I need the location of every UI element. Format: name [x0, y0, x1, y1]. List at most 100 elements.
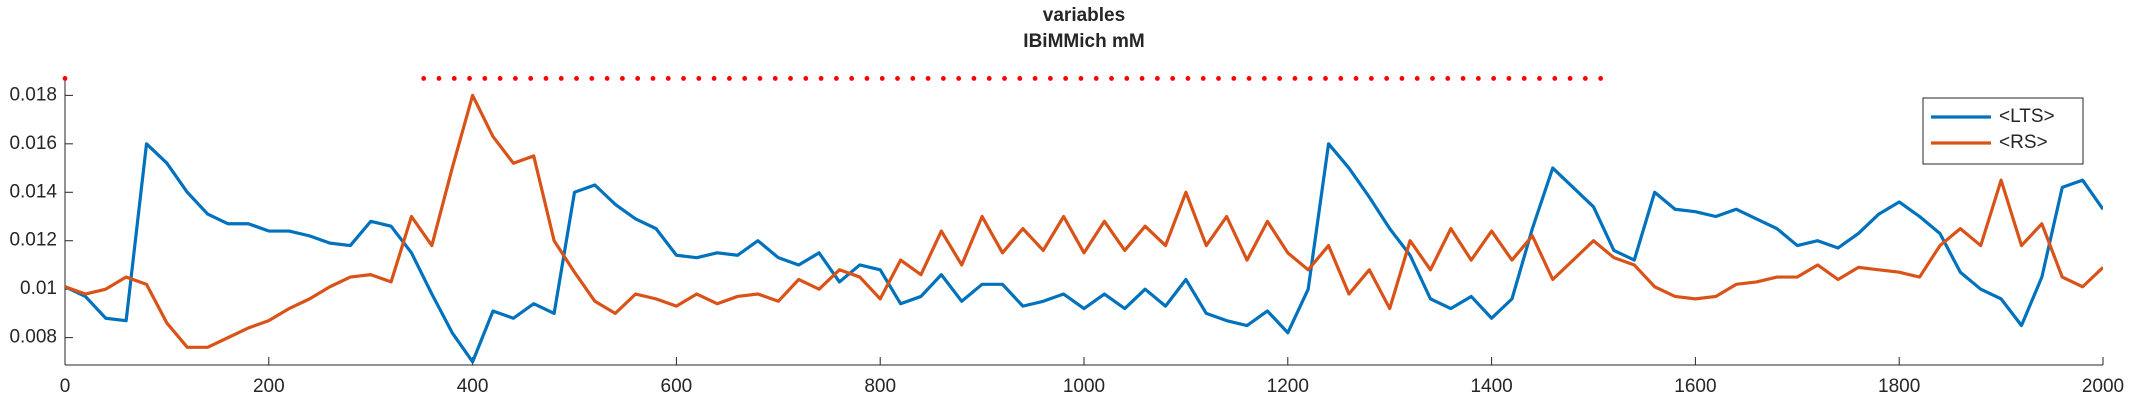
x-tick-label: 1000 [1063, 376, 1105, 397]
marker-dot [1124, 76, 1130, 81]
marker-dot [512, 76, 518, 81]
y-tick-label: 0.008 [9, 327, 57, 348]
x-tick-label: 2000 [2082, 376, 2124, 397]
marker-dot [1460, 76, 1466, 81]
marker-dot [1109, 76, 1114, 81]
marker-dot [1353, 76, 1359, 81]
marker-dot [62, 76, 68, 81]
marker-dot [1078, 76, 1084, 81]
marker-dot [971, 76, 977, 81]
marker-dot [956, 76, 962, 81]
marker-dot [1139, 76, 1145, 81]
marker-dot [589, 76, 595, 81]
marker-dot [497, 76, 503, 81]
marker-dot [1047, 76, 1053, 81]
marker-dot [681, 76, 686, 81]
marker-dot [1368, 76, 1374, 81]
marker-dot [726, 76, 732, 81]
y-tick-label: 0.01 [20, 278, 57, 299]
marker-dot [940, 76, 946, 81]
marker-dot [910, 76, 916, 81]
marker-dot [482, 76, 488, 81]
marker-dot [1430, 76, 1435, 81]
marker-dot [1582, 76, 1588, 81]
marker-dot [1002, 76, 1007, 81]
marker-dot [1063, 76, 1069, 81]
marker-dot [772, 76, 778, 81]
marker-dot [849, 76, 855, 81]
marker-dot [1170, 76, 1176, 81]
marker-dot [1384, 76, 1390, 81]
marker-dot [558, 76, 564, 81]
series-line [65, 93, 2103, 349]
marker-dot [1414, 76, 1420, 81]
marker-dot [1216, 76, 1221, 81]
marker-dot [742, 76, 748, 81]
marker-dot [635, 76, 641, 81]
y-tick-label: 0.014 [9, 181, 57, 202]
x-tick-label: 200 [253, 376, 285, 397]
marker-dot [833, 76, 839, 81]
x-tick-label: 1400 [1470, 376, 1512, 397]
marker-dot [1032, 76, 1038, 81]
marker-dot [604, 76, 610, 81]
marker-dot [1246, 76, 1252, 81]
marker-dot [451, 76, 457, 81]
legend-box [1922, 97, 2084, 165]
marker-dot [879, 76, 885, 81]
marker-dot [1307, 76, 1313, 81]
marker-dot [711, 76, 717, 81]
marker-dot [1521, 76, 1527, 81]
marker-dot [1445, 76, 1451, 81]
y-tick-label: 0.016 [9, 133, 57, 154]
marker-dot [1185, 76, 1191, 81]
x-tick-label: 1800 [1878, 376, 1920, 397]
x-tick-label: 400 [457, 376, 489, 397]
legend-label: <LTS> [1999, 106, 2055, 127]
series-line [65, 142, 2103, 364]
marker-dot [1475, 76, 1481, 81]
marker-dot [436, 76, 442, 81]
marker-dot [925, 76, 931, 81]
marker-dot [528, 76, 534, 81]
y-tick-label: 0.012 [9, 230, 57, 251]
marker-dot [1261, 76, 1267, 81]
marker-dot [1491, 76, 1497, 81]
marker-dot [1506, 76, 1512, 81]
marker-dot [619, 76, 625, 81]
marker-dot [1552, 76, 1558, 81]
marker-dot [467, 76, 472, 81]
marker-dot [1200, 76, 1206, 81]
x-tick-label: 0 [60, 376, 71, 397]
marker-dot [1277, 76, 1283, 81]
marker-dot [1154, 76, 1160, 81]
marker-dot [1231, 76, 1237, 81]
chart-subtitle: IBiMMich mM [1023, 31, 1144, 52]
marker-dot [1567, 76, 1573, 81]
marker-dot [788, 76, 793, 81]
x-tick-label: 800 [864, 376, 896, 397]
marker-dot [818, 76, 824, 81]
marker-dot [1598, 76, 1604, 81]
marker-dot [696, 76, 702, 81]
marker-dot [803, 76, 809, 81]
marker-dot [574, 76, 579, 81]
marker-dot [421, 76, 427, 81]
x-tick-label: 1200 [1267, 376, 1309, 397]
marker-dot [864, 76, 870, 81]
marker-dot [986, 76, 992, 81]
marker-dot [1093, 76, 1099, 81]
marker-dot [543, 76, 549, 81]
marker-dot [1292, 76, 1298, 81]
marker-dot [1338, 76, 1344, 81]
marker-dot [895, 76, 900, 81]
marker-dot [1017, 76, 1023, 81]
chart-title: variables [1043, 5, 1125, 26]
marker-dot [757, 76, 763, 81]
marker-dot [1537, 76, 1542, 81]
legend-label: <RS> [1999, 132, 2048, 153]
marker-dot [1323, 76, 1328, 81]
marker-dot [1399, 76, 1405, 81]
marker-dot [665, 76, 671, 81]
